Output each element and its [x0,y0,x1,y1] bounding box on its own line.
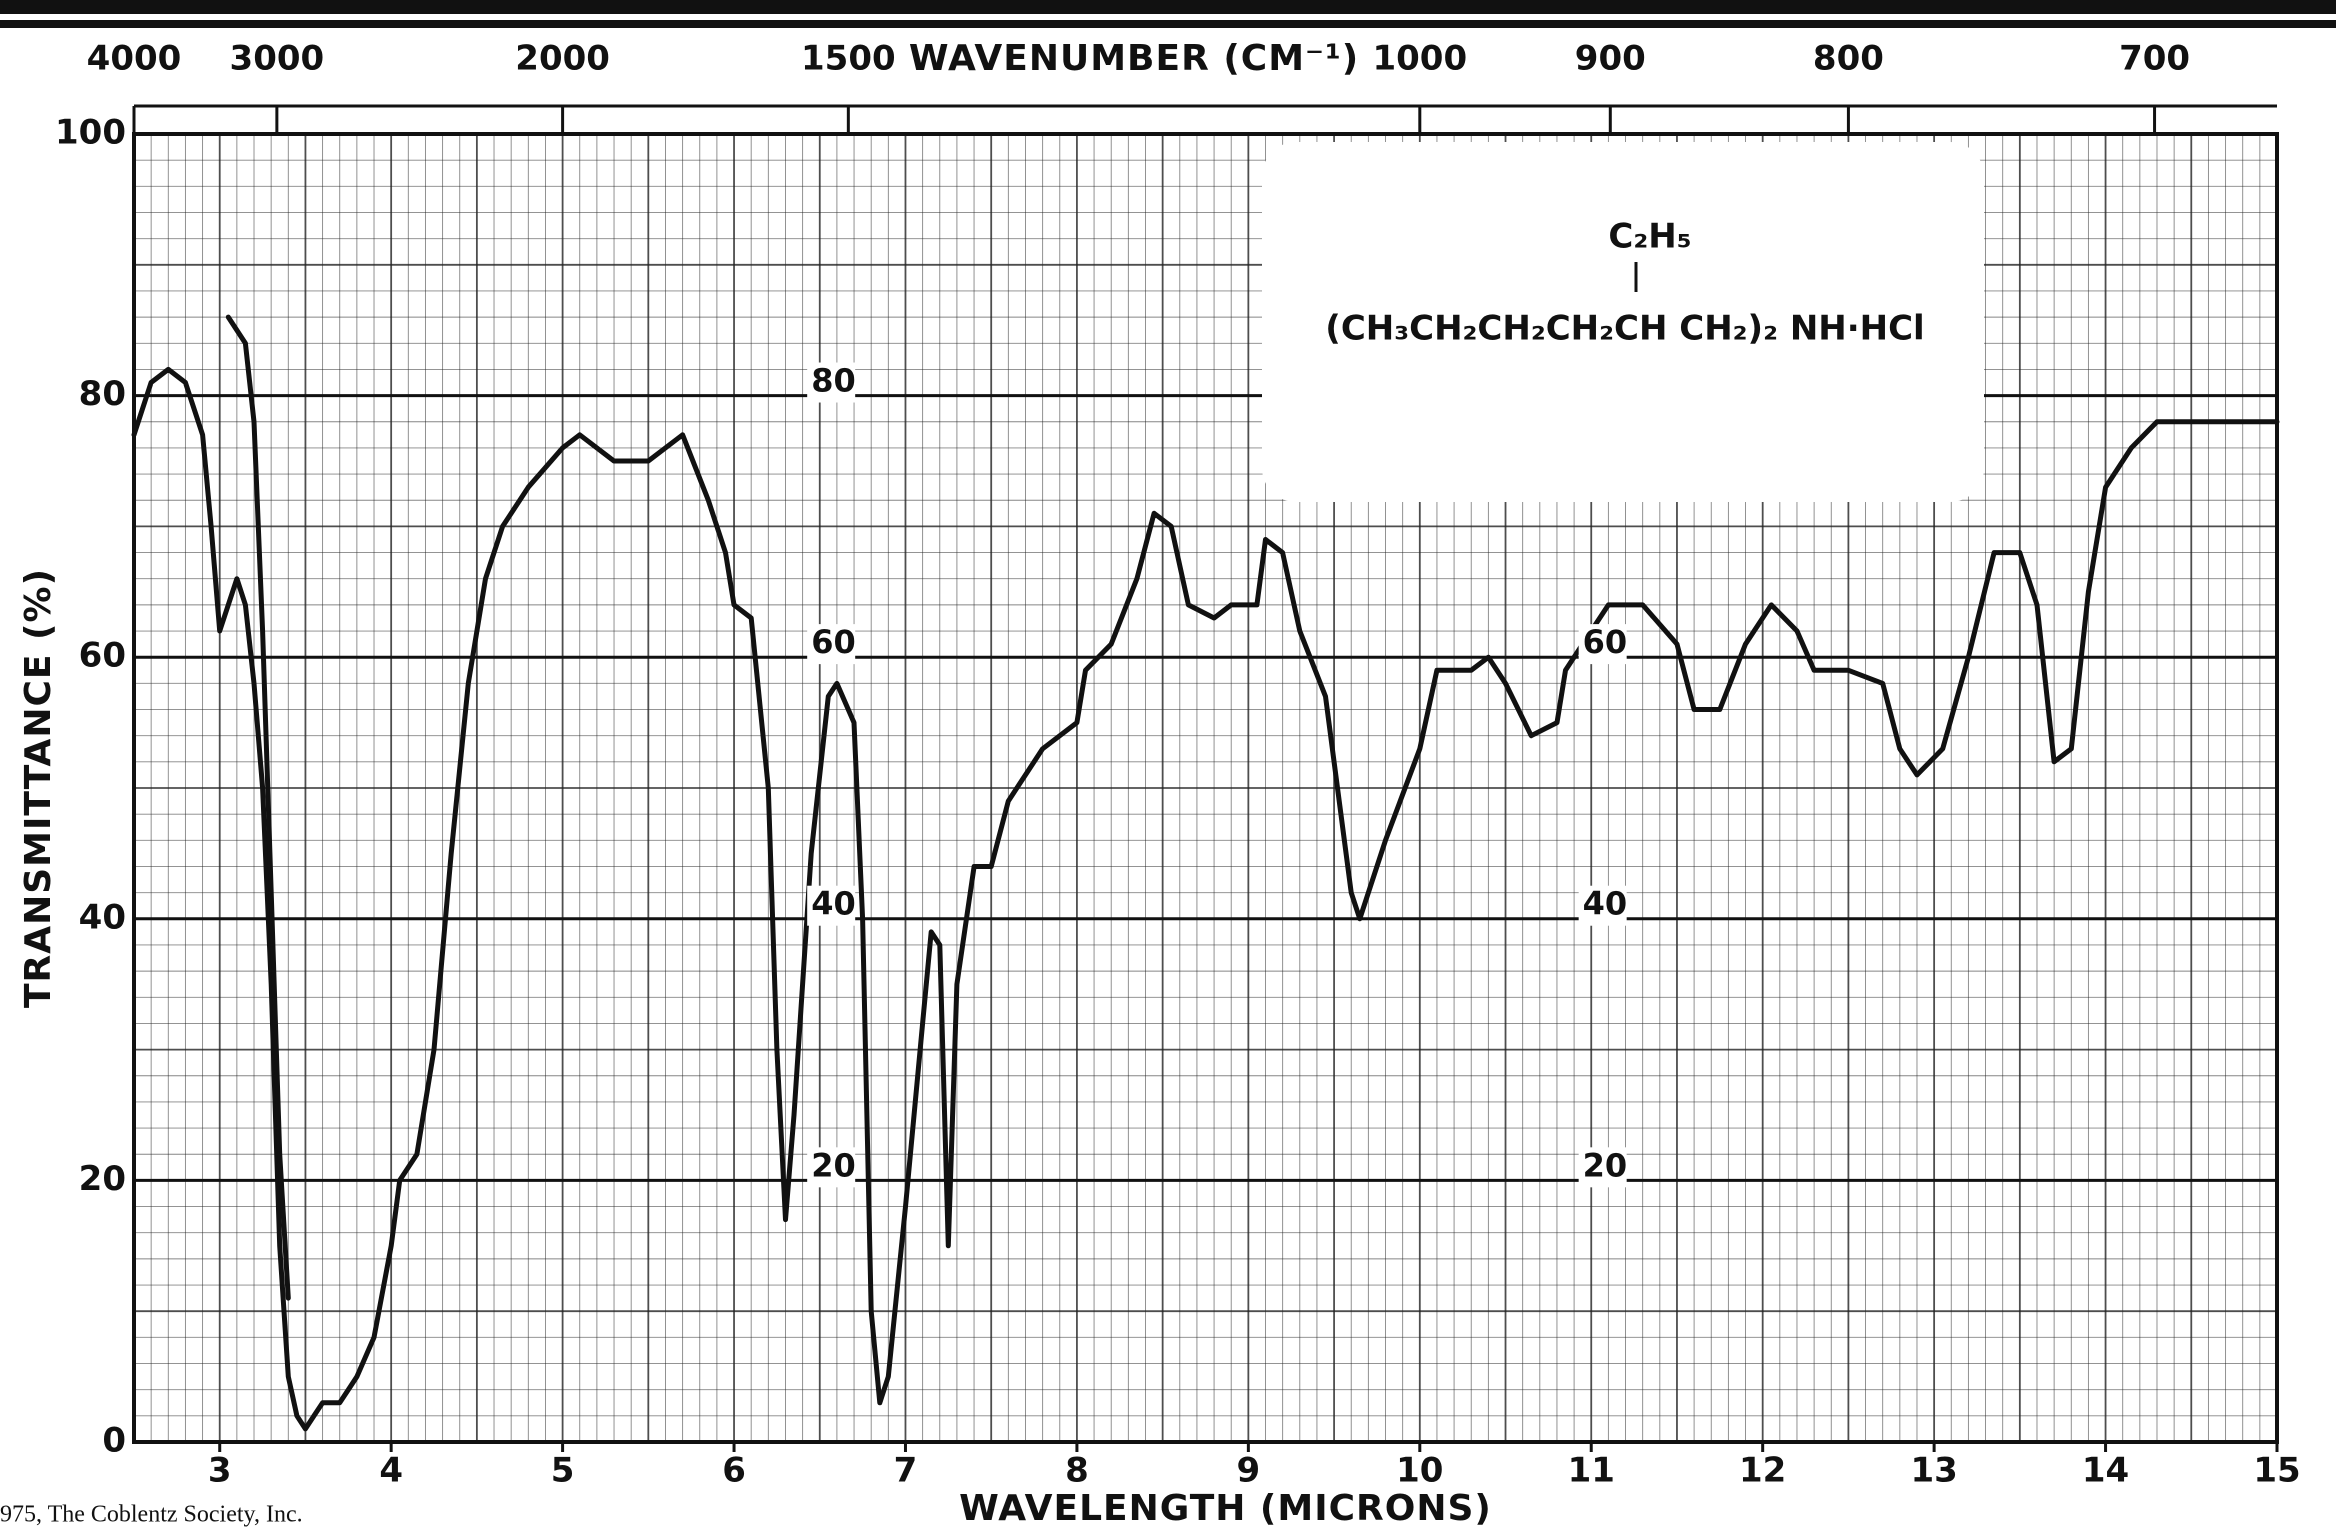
x2-tick-label: 3000 [230,39,325,79]
x-tick-label: 8 [1065,1451,1089,1491]
y-tick-label: 40 [79,897,126,937]
x-tick-label: 4 [379,1451,403,1491]
annotation: 60 [811,623,856,661]
annotation: 40 [1583,885,1628,923]
spectrum-line [225,314,291,1301]
annotation: 20 [1583,1146,1628,1184]
annotation-bg [807,624,856,665]
annotation: 20 [811,1146,856,1184]
x2-tick-label: 2000 [515,39,610,79]
annotation-bg [1578,1147,1627,1188]
annotation: 60 [1583,623,1628,661]
x2-tick-label: 900 [1575,39,1646,79]
x-tick-label: 7 [894,1451,918,1491]
y-tick-label: 20 [79,1159,126,1199]
x2-tick-label: 4000 [87,39,182,79]
x-tick-label: 12 [1739,1451,1786,1491]
top-band [0,20,2336,28]
x-tick-label: 15 [2253,1451,2300,1491]
y-tick-label: 100 [55,113,126,153]
x2-axis-title: WAVENUMBER (CM⁻¹) [909,38,1359,79]
annotation-bg [807,1147,856,1188]
y-tick-label: 80 [79,374,126,414]
copyright: 975, The Coblentz Society, Inc. [0,1502,303,1528]
x-tick-label: 5 [551,1451,575,1491]
structure-box [1262,142,1984,502]
x2-tick-label: 1500 [801,39,896,79]
x-axis-title: WAVELENGTH (MICRONS) [959,1488,1492,1529]
spectrum-line [131,366,2280,1432]
x-tick-label: 14 [2082,1451,2129,1491]
x-tick-label: 9 [1237,1451,1261,1491]
annotation-bg [1578,885,1627,926]
x-tick-label: 6 [722,1451,746,1491]
x2-tick-label: 1000 [1372,39,1467,79]
annotation-bg [807,362,856,403]
marks [131,314,2280,1432]
annotation: 80 [811,362,856,400]
annotation: 40 [811,885,856,923]
y-tick-label: 60 [79,636,126,676]
top-band [0,0,2336,14]
x-tick-label: 3 [208,1451,232,1491]
x2-tick-label: 700 [2119,39,2190,79]
x-tick-label: 11 [1568,1451,1615,1491]
x2-tick-label: 800 [1813,39,1884,79]
structure-substituent: C₂H₅ [1608,217,1691,257]
y-axis-title: TRANSMITTANCE (%) [18,568,59,1008]
annotation-bg [1578,624,1627,665]
annotation-bg [807,885,856,926]
structure-formula: (CH₃CH₂CH₂CH₂CH CH₂)₂ NH·HCl [1325,309,1924,349]
x-tick-label: 13 [1910,1451,1957,1491]
x-tick-label: 10 [1396,1451,1443,1491]
y-tick-label: 0 [102,1421,126,1461]
